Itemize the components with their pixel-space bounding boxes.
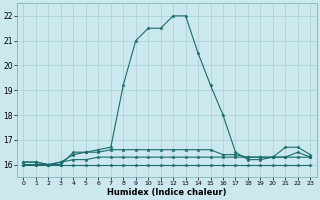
X-axis label: Humidex (Indice chaleur): Humidex (Indice chaleur): [107, 188, 227, 197]
